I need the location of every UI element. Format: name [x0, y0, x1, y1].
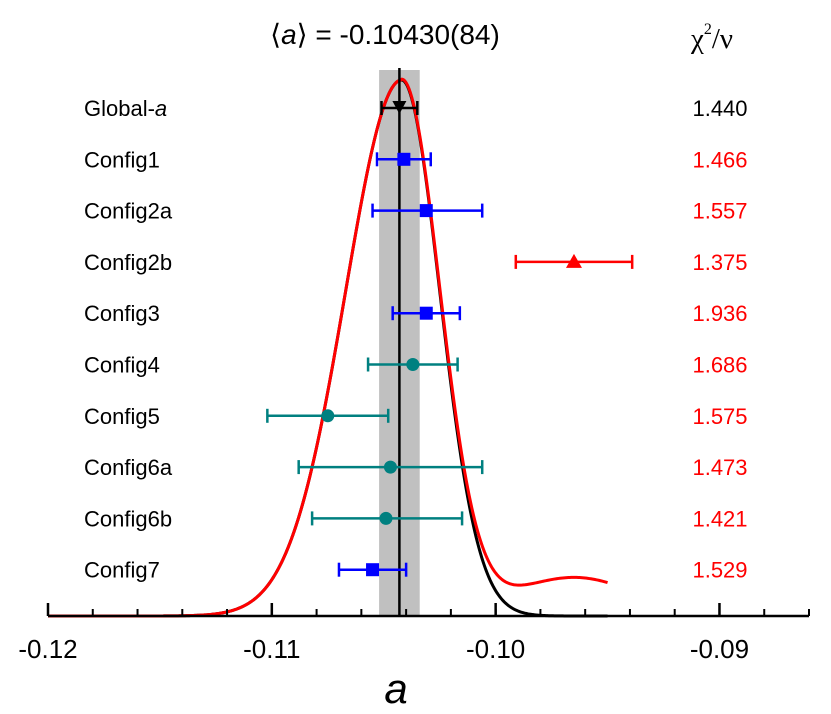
x-tick-label: -0.12 [18, 634, 77, 664]
chi-square-value: 1.421 [692, 506, 747, 531]
series-row: Global-a 1.440 [84, 96, 748, 121]
series-label-main: Config6b [84, 506, 172, 531]
x-axis: -0.12 -0.11 -0.10 -0.09 [18, 603, 810, 664]
data-point-square [419, 204, 433, 218]
series-label: Config4 [84, 353, 160, 378]
chi-header-base: χ [690, 23, 704, 55]
chi-square-value: 1.575 [692, 404, 747, 429]
series-label: Config7 [84, 558, 160, 583]
x-axis-label: a [384, 665, 407, 712]
series-label-italic: a [155, 96, 167, 121]
series-label: Config6b [84, 506, 172, 531]
chi-square-value: 1.473 [692, 455, 747, 480]
series-label: Config2b [84, 250, 172, 275]
series-label: Config6a [84, 455, 173, 480]
series-label-main: Config6a [84, 455, 173, 480]
mean-title: ⟨a⟩ = -0.10430(84) [270, 19, 500, 50]
series-label-main: Global- [84, 96, 155, 121]
series-row: Config6a 1.473 [84, 455, 748, 480]
series-label-main: Config4 [84, 353, 160, 378]
series-label-main: Config5 [84, 404, 160, 429]
chi-square-value: 1.686 [692, 353, 747, 378]
series-label: Config3 [84, 301, 160, 326]
chi-square-value: 1.557 [692, 199, 747, 224]
series-row: Config2a 1.557 [84, 199, 748, 224]
title-prefix: ⟨ [270, 19, 281, 50]
data-point-square [397, 152, 411, 166]
chi-square-value: 1.936 [692, 301, 747, 326]
series-row: Config3 1.936 [84, 301, 748, 326]
series-row: Config1 1.466 [84, 147, 748, 172]
data-point-square [366, 563, 380, 577]
chi-header-sup: 2 [704, 21, 712, 38]
series-label-main: Config3 [84, 301, 160, 326]
data-point-circle [406, 358, 420, 371]
series-label: Config5 [84, 404, 160, 429]
series-row: Config5 1.575 [84, 404, 748, 429]
x-tick-label: -0.11 [243, 634, 300, 664]
chi-square-value: 1.375 [692, 250, 747, 275]
chi-square-value: 1.466 [692, 147, 747, 172]
series-label-main: Config2a [84, 199, 173, 224]
data-point-circle [379, 511, 393, 525]
data-point-circle [321, 409, 335, 423]
data-point-circle [383, 460, 397, 474]
data-point-square [419, 306, 433, 320]
chi-square-value: 1.529 [692, 558, 747, 583]
chi-square-value: 1.440 [692, 96, 747, 121]
x-tick-label: -0.09 [690, 634, 749, 664]
chi-square-header: χ2/ν [690, 21, 733, 55]
chi-header-suffix: /ν [712, 23, 733, 55]
data-point-triangle-up [565, 253, 582, 268]
series-label-main: Config2b [84, 250, 172, 275]
series-row: Config7 1.529 [84, 558, 748, 583]
title-variable: a [281, 19, 297, 50]
series-label-main: Config7 [84, 558, 160, 583]
series-label: Config1 [84, 147, 160, 172]
series-label: Config2a [84, 199, 173, 224]
data-point-triangle-down [392, 101, 407, 114]
x-tick-label: -0.10 [466, 634, 525, 664]
series-row: Config6b 1.421 [84, 506, 748, 531]
series-label-main: Config1 [84, 147, 160, 172]
title-value: -0.10430(84) [340, 19, 500, 50]
series-label: Global-a [84, 96, 167, 121]
series-row: Config4 1.686 [84, 353, 748, 378]
series-row: Config2b 1.375 [84, 250, 748, 275]
title-equals: ⟩ = [297, 19, 340, 50]
